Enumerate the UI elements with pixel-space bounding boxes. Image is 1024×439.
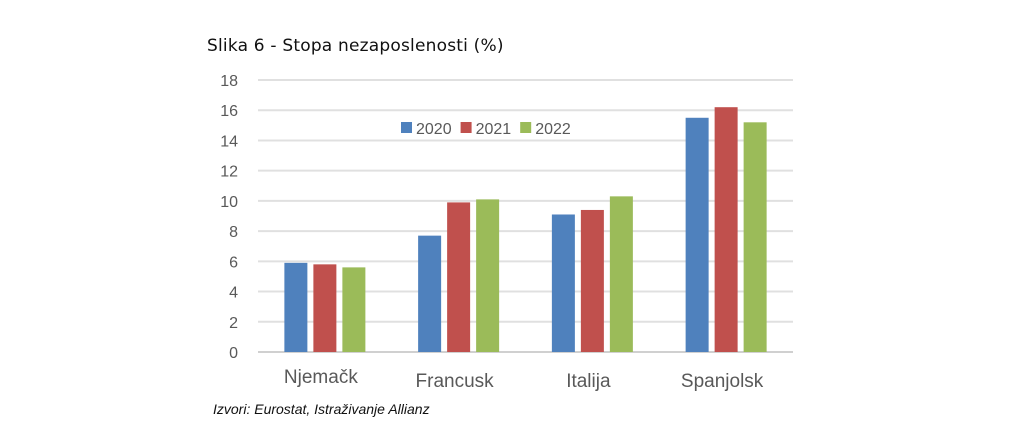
legend-swatch-2022 xyxy=(520,122,532,133)
bar-2020 xyxy=(551,214,575,352)
legend-label: 2022 xyxy=(535,121,571,138)
y-tick-label: 2 xyxy=(229,315,238,332)
y-tick-label: 4 xyxy=(229,285,238,302)
bar-2020 xyxy=(418,235,442,352)
x-tick-label: Njemačk xyxy=(284,367,358,388)
legend-label: 2021 xyxy=(476,121,512,138)
x-tick-label: Italija xyxy=(566,371,611,392)
bar-2020 xyxy=(685,117,709,353)
x-tick-label: Francusk xyxy=(416,371,495,392)
y-tick-label: 10 xyxy=(220,194,238,211)
y-tick-label: 8 xyxy=(229,224,238,241)
legend-label: 2020 xyxy=(416,121,452,138)
bar-2021 xyxy=(313,264,337,352)
chart-source: Izvori: Eurostat, Istraživanje Allianz xyxy=(213,401,430,417)
y-tick-label: 0 xyxy=(229,345,238,362)
bar-2022 xyxy=(342,267,366,352)
y-tick-label: 14 xyxy=(220,133,238,150)
legend-swatch-2020 xyxy=(401,122,412,133)
chart-title: Slika 6 - Stopa nezaposlenosti (%) xyxy=(207,36,504,56)
y-tick-label: 12 xyxy=(220,164,238,181)
y-tick-label: 18 xyxy=(220,73,238,90)
bar-2020 xyxy=(284,262,308,352)
x-tick-label: Spanjolsk xyxy=(681,371,764,392)
bar-2022 xyxy=(743,122,767,352)
y-tick-label: 6 xyxy=(229,254,238,271)
bar-2021 xyxy=(714,107,738,352)
y-tick-label: 16 xyxy=(220,103,238,120)
bar-2021 xyxy=(447,202,471,352)
bar-2021 xyxy=(580,209,604,352)
legend-swatch-2021 xyxy=(460,122,472,133)
bar-2022 xyxy=(476,199,500,352)
bar-2022 xyxy=(609,196,633,352)
